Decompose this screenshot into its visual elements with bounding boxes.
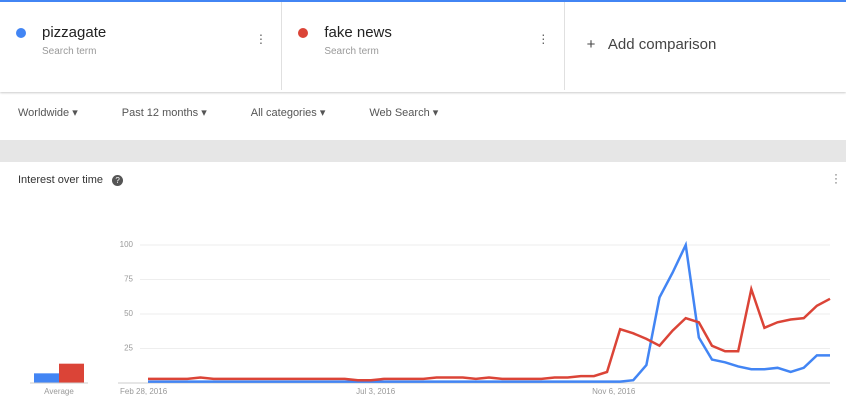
y-tick-label: 25: [124, 344, 133, 353]
filter-label: Web Search: [369, 107, 430, 119]
filter-bar: Worldwide ▾ Past 12 months ▾ All categor…: [0, 100, 464, 136]
y-tick-label: 100: [120, 240, 134, 249]
add-comparison[interactable]: + Add comparison: [586, 36, 717, 53]
add-label: Add comparison: [607, 36, 717, 53]
menu-icon[interactable]: · · ·: [258, 26, 264, 50]
x-tick-label: Feb 28, 2016: [120, 387, 168, 396]
term-dot: [16, 28, 26, 38]
x-tick-label: Nov 6, 2016: [592, 387, 636, 396]
filter-label: Worldwide: [18, 107, 70, 119]
term-name: pizzagate: [42, 24, 107, 41]
average-bar: [59, 363, 84, 383]
filter-label: All categories: [250, 107, 317, 119]
term-card[interactable]: fake news Search term · · ·: [282, 2, 565, 90]
series-line: [148, 284, 831, 382]
term-subtitle: Search term: [324, 46, 379, 57]
filter[interactable]: Web Search ▾: [369, 107, 439, 119]
term-dot: [298, 28, 309, 38]
add-card[interactable]: + Add comparison: [565, 2, 846, 90]
term-card[interactable]: pizzagate Search term · · ·: [0, 2, 283, 90]
filter-label: Past 12 months: [121, 107, 199, 119]
average-bar: [34, 373, 59, 383]
section-title: Interest over time: [18, 174, 103, 186]
filter[interactable]: Worldwide ▾: [18, 107, 78, 119]
help-icon[interactable]: ?: [112, 175, 124, 186]
divider-band: [0, 140, 846, 162]
term-cards: pizzagate Search term · · · fake news Sear…: [0, 0, 846, 92]
menu-icon[interactable]: · · ·: [540, 26, 546, 50]
y-tick-label: 75: [124, 275, 133, 284]
series-line: [148, 240, 830, 383]
term-name: fake news: [324, 24, 392, 41]
chart: 25 50 75 100 Feb 28, 2016 Jul 3, 2016 Nov 6, 2…: [30, 240, 831, 396]
average-label: Average: [44, 387, 74, 396]
section-header: Interest over time ?: [18, 174, 124, 186]
y-tick-label: 50: [124, 309, 133, 318]
filter[interactable]: Past 12 months ▾: [121, 107, 207, 119]
filter[interactable]: All categories ▾: [250, 107, 326, 119]
x-tick-label: Jul 3, 2016: [356, 387, 396, 396]
term-subtitle: Search term: [42, 46, 97, 57]
menu-icon[interactable]: · · ·: [834, 167, 838, 189]
